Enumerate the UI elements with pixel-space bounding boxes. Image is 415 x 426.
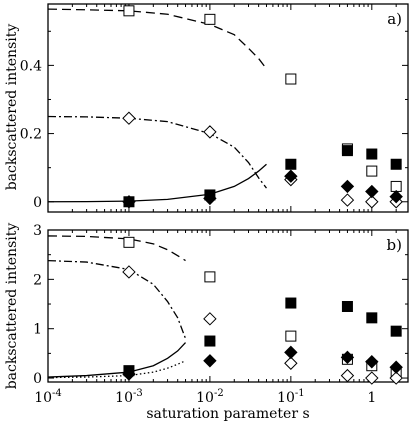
x-tick-label: 10-2 bbox=[196, 388, 224, 406]
x-tick-label: 1 bbox=[367, 390, 376, 406]
y-tick-label: 0 bbox=[33, 371, 42, 387]
marker-open-square bbox=[285, 330, 297, 342]
marker-open-square bbox=[123, 236, 135, 248]
marker-open-diamond bbox=[340, 368, 355, 383]
marker-filled-square bbox=[341, 145, 353, 157]
marker-open-square bbox=[366, 165, 378, 177]
marker-filled-square bbox=[390, 325, 402, 337]
x-tick-label: 10-4 bbox=[34, 388, 62, 406]
marker-open-square bbox=[123, 5, 135, 17]
marker-filled-diamond bbox=[365, 184, 379, 199]
marker-open-diamond bbox=[122, 265, 136, 279]
marker-open-diamond bbox=[203, 125, 217, 139]
marker-open-diamond bbox=[389, 371, 403, 385]
curve-dash-dot bbox=[47, 259, 187, 339]
marker-filled-diamond bbox=[389, 360, 403, 374]
plot-frame bbox=[47, 229, 409, 383]
curve-dash-dot bbox=[47, 115, 267, 189]
curve-solid bbox=[47, 342, 187, 378]
marker-filled-square bbox=[366, 312, 378, 324]
marker-open-diamond bbox=[365, 195, 379, 209]
marker-open-diamond bbox=[284, 356, 298, 370]
marker-filled-diamond bbox=[284, 169, 298, 183]
y-tick-label: 2 bbox=[33, 272, 42, 288]
y-tick-label: 0.2 bbox=[20, 127, 42, 143]
marker-filled-diamond bbox=[340, 179, 355, 194]
y-tick-label: 0 bbox=[33, 195, 42, 211]
marker-open-diamond bbox=[340, 193, 355, 207]
y-axis-label-b: backscattered intensity bbox=[4, 223, 20, 390]
marker-filled-square bbox=[390, 158, 402, 170]
marker-open-diamond bbox=[122, 111, 136, 125]
marker-filled-square bbox=[204, 335, 216, 347]
x-tick-label: 10-1 bbox=[277, 388, 305, 406]
marker-open-square bbox=[285, 73, 297, 85]
panel-b: 0 1 2 3 10-4 10-3 10-2 10-1 1 b) bbox=[33, 223, 409, 406]
panel-a: 0 0.2 0.4 a) bbox=[20, 3, 409, 213]
marker-open-square bbox=[390, 180, 402, 192]
curve-solid bbox=[47, 163, 267, 203]
panel-label: a) bbox=[387, 10, 402, 28]
marker-open-square bbox=[204, 13, 216, 25]
y-axis-label-a: backscattered intensity bbox=[4, 24, 20, 191]
panel-label: b) bbox=[387, 236, 402, 254]
marker-open-diamond bbox=[203, 312, 217, 326]
marker-filled-square bbox=[285, 158, 297, 170]
marker-filled-diamond bbox=[365, 355, 379, 369]
y-tick-label: 3 bbox=[33, 223, 42, 239]
marker-open-square bbox=[204, 271, 216, 283]
marker-filled-diamond bbox=[122, 367, 136, 381]
marker-filled-diamond bbox=[122, 195, 136, 209]
y-tick-label: 0.4 bbox=[20, 58, 42, 74]
marker-filled-diamond bbox=[203, 191, 217, 206]
curve-dotted bbox=[47, 360, 186, 379]
curve-dashed bbox=[47, 8, 267, 70]
y-tick-label: 1 bbox=[33, 322, 42, 338]
x-tick-label: 10-3 bbox=[115, 388, 143, 406]
marker-filled-diamond bbox=[203, 354, 217, 368]
marker-filled-diamond bbox=[340, 350, 355, 365]
marker-filled-square bbox=[341, 300, 353, 312]
x-axis-label: saturation parameter s bbox=[146, 406, 309, 422]
marker-filled-square bbox=[366, 148, 378, 160]
marker-filled-diamond bbox=[284, 345, 298, 360]
marker-filled-square bbox=[285, 297, 297, 309]
marker-open-diamond bbox=[365, 371, 379, 385]
plot-frame bbox=[47, 3, 409, 213]
curve-dashed bbox=[47, 235, 186, 262]
marker-filled-diamond bbox=[389, 189, 403, 204]
